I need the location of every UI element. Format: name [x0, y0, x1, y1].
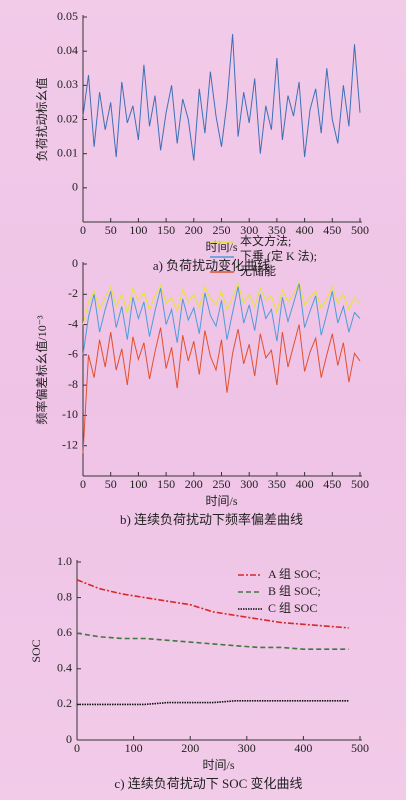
legend-label: 无储能	[240, 263, 276, 278]
x-tick-label: 450	[323, 223, 341, 237]
x-axis-label: 时间/s	[205, 494, 237, 508]
y-axis-label: 负荷扰动标幺值	[34, 77, 49, 161]
x-tick-label: 200	[185, 477, 203, 491]
y-tick-label: 0.04	[57, 43, 78, 57]
x-tick-label: 0	[80, 477, 86, 491]
x-tick-label: 300	[240, 223, 258, 237]
x-tick-label: 500	[351, 741, 369, 755]
y-tick-label: -8	[68, 377, 78, 391]
y-tick-label: 0.05	[57, 9, 78, 23]
legend-label: A 组 SOC;	[268, 567, 321, 581]
x-tick-label: 400	[294, 741, 312, 755]
chart-title: a) 负荷扰动变化曲线	[153, 258, 270, 273]
x-tick-label: 150	[157, 477, 175, 491]
x-tick-label: 200	[185, 223, 203, 237]
x-tick-label: 350	[268, 223, 286, 237]
x-tick-label: 500	[351, 223, 369, 237]
y-tick-label: 0.03	[57, 77, 78, 91]
legend-label: B 组 SOC;	[268, 584, 321, 598]
y-axis-label: 频率偏差标幺值/10⁻³	[34, 315, 49, 425]
x-tick-label: 0	[80, 223, 86, 237]
data-line	[82, 283, 361, 355]
data-line	[76, 632, 349, 650]
x-tick-label: 250	[213, 223, 231, 237]
x-axis-label: 时间/s	[205, 240, 237, 254]
y-tick-label: -4	[68, 316, 78, 330]
data-line	[76, 579, 349, 629]
x-tick-label: 250	[213, 477, 231, 491]
x-tick-label: 0	[74, 741, 80, 755]
x-tick-label: 100	[125, 741, 143, 755]
x-tick-label: 400	[296, 477, 314, 491]
y-tick-label: 0.01	[57, 145, 78, 159]
y-tick-label: 0	[72, 256, 78, 270]
x-tick-label: 100	[129, 477, 147, 491]
y-tick-label: 0	[66, 732, 72, 746]
chart-title: c) 连续负荷扰动下 SOC 变化曲线	[114, 776, 302, 791]
y-tick-label: -10	[62, 407, 78, 421]
y-tick-label: -6	[68, 347, 78, 361]
data-line	[82, 324, 361, 454]
data-line	[82, 34, 361, 161]
x-tick-label: 300	[240, 477, 258, 491]
y-tick-label: 0.02	[57, 111, 78, 125]
x-tick-label: 100	[129, 223, 147, 237]
y-tick-label: -12	[62, 437, 78, 451]
x-tick-label: 350	[268, 477, 286, 491]
legend-label: 本文方法;	[240, 233, 291, 248]
x-tick-label: 450	[323, 477, 341, 491]
x-axis-label: 时间/s	[202, 758, 234, 772]
y-tick-label: 0.6	[57, 625, 72, 639]
x-tick-label: 50	[105, 477, 117, 491]
x-tick-label: 50	[105, 223, 117, 237]
data-line	[77, 700, 349, 706]
y-axis-label: SOC	[29, 639, 43, 662]
data-line	[82, 280, 361, 325]
chart-title: b) 连续负荷扰动下频率偏差曲线	[120, 512, 303, 527]
y-tick-label: 1.0	[57, 554, 72, 568]
x-tick-label: 300	[238, 741, 256, 755]
x-tick-label: 500	[351, 477, 369, 491]
x-tick-label: 150	[157, 223, 175, 237]
y-tick-label: -2	[68, 286, 78, 300]
y-tick-label: 0.2	[57, 696, 72, 710]
y-tick-label: 0.8	[57, 589, 72, 603]
y-tick-label: 0.4	[57, 661, 72, 675]
x-tick-label: 400	[296, 223, 314, 237]
legend-label: 下垂 (定 K 法);	[240, 248, 317, 263]
x-tick-label: 200	[181, 741, 199, 755]
y-tick-label: 0	[72, 180, 78, 194]
legend-label: C 组 SOC	[268, 601, 317, 615]
